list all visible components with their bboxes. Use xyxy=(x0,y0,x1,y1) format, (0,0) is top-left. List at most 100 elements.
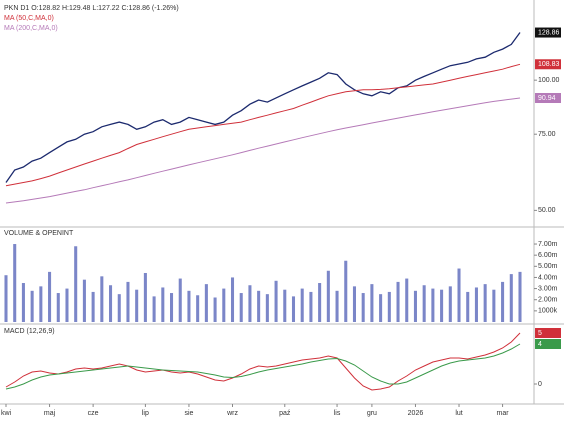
x-tick-label: 2026 xyxy=(408,410,424,417)
volume-bar xyxy=(257,290,261,322)
volume-bar xyxy=(318,283,322,322)
volume-bar xyxy=(109,285,113,322)
volume-bar xyxy=(152,296,156,322)
x-tick-label: gru xyxy=(367,410,377,417)
volume-bar xyxy=(483,284,487,322)
series-line xyxy=(5,63,521,187)
last-value-box xyxy=(535,339,561,349)
volume-bar xyxy=(283,289,287,322)
volume-bar xyxy=(474,287,478,322)
volume-bar xyxy=(466,291,470,322)
last-value-label: 128.86 xyxy=(538,29,560,36)
volume-bar xyxy=(396,281,400,322)
x-tick-label: lut xyxy=(455,410,462,417)
last-value-box xyxy=(535,93,561,104)
volume-bar xyxy=(178,278,182,322)
volume-bar xyxy=(82,279,86,322)
volume-bar xyxy=(196,295,200,322)
volume-bar xyxy=(309,291,313,322)
volume-bar xyxy=(13,244,17,322)
volume-bar xyxy=(291,296,296,322)
volume-bar xyxy=(370,284,374,322)
volume-bar xyxy=(126,281,130,322)
x-tick-label: kwi xyxy=(1,410,12,417)
last-value-label: 108.83 xyxy=(538,61,560,68)
volume-bar xyxy=(352,286,356,322)
volume-bar xyxy=(56,293,60,322)
volume-bar xyxy=(413,290,417,322)
last-value-box xyxy=(535,27,561,38)
y-tick-label: 6.00m xyxy=(538,252,558,259)
volume-bar xyxy=(91,291,95,322)
series-line xyxy=(5,32,521,183)
volume-bar xyxy=(100,276,104,322)
volume-bar xyxy=(30,290,34,322)
volume-bar xyxy=(379,294,383,322)
series-line xyxy=(5,343,521,390)
volume-bar xyxy=(274,280,278,322)
x-tick-label: lip xyxy=(142,410,149,417)
volume-bar xyxy=(501,281,505,322)
last-value-box xyxy=(535,59,561,70)
volume-bar xyxy=(4,275,8,322)
x-tick-label: mar xyxy=(497,410,510,417)
y-tick-label: 4.00m xyxy=(538,274,558,281)
volume-bar xyxy=(170,293,174,322)
volume-bar xyxy=(265,294,269,322)
y-tick-label: 7.00m xyxy=(538,241,558,248)
volume-bar xyxy=(161,287,165,322)
x-tick-label: maj xyxy=(44,410,56,417)
volume-bar xyxy=(509,274,513,322)
x-tick-label: cze xyxy=(88,410,99,417)
panel-title: MACD (12,26,9) xyxy=(4,328,55,335)
volume-bar xyxy=(492,289,496,322)
legend-entry: MA (200,C,MA,0) xyxy=(4,25,58,32)
last-value-label: 90.94 xyxy=(538,95,556,102)
volume-bar xyxy=(335,290,339,322)
volume-bar xyxy=(65,288,69,322)
volume-bar xyxy=(204,284,208,322)
y-tick-label: 5.00m xyxy=(538,263,558,270)
volume-bar xyxy=(518,271,522,322)
volume-bar xyxy=(344,260,348,322)
volume-bar xyxy=(405,278,409,322)
series-line xyxy=(5,97,521,204)
y-tick-label: 1000k xyxy=(538,308,558,315)
panel-title: VOLUME & OPENINT xyxy=(4,230,74,237)
last-value-box xyxy=(535,328,561,338)
volume-bar xyxy=(457,268,461,322)
y-tick-label: 50.00 xyxy=(538,207,556,214)
volume-bar xyxy=(422,285,426,322)
volume-bar xyxy=(431,288,435,322)
x-tick-label: wrz xyxy=(226,410,238,417)
volume-bar xyxy=(387,291,391,322)
last-value-label: 5 xyxy=(538,330,542,337)
volume-bar xyxy=(21,283,25,322)
y-tick-label: 3.00m xyxy=(538,285,558,292)
volume-bar xyxy=(326,270,330,322)
y-tick-label: 100.00 xyxy=(538,77,560,84)
y-tick-label: 0 xyxy=(538,381,542,388)
legend-entry: MA (50,C,MA,0) xyxy=(4,15,54,22)
volume-bar xyxy=(39,286,43,322)
volume-bar xyxy=(74,246,78,322)
series-line xyxy=(5,332,521,391)
volume-bar xyxy=(440,289,444,322)
volume-bar xyxy=(213,297,217,322)
volume-bar xyxy=(48,271,52,322)
volume-bar xyxy=(361,293,365,322)
x-tick-label: paź xyxy=(279,410,291,417)
volume-bar xyxy=(300,288,304,322)
volume-bar xyxy=(248,285,252,322)
chart-title: PKN D1 O:128.82 H:129.48 L:127.22 C:128.… xyxy=(4,5,179,12)
y-tick-label: 75.00 xyxy=(538,131,556,138)
volume-bar xyxy=(135,289,139,322)
x-tick-label: lis xyxy=(334,410,341,417)
volume-bar xyxy=(117,294,121,322)
volume-bar xyxy=(230,277,235,322)
volume-bar xyxy=(143,272,147,322)
volume-bar xyxy=(239,293,243,322)
volume-bar xyxy=(448,286,452,322)
volume-bar xyxy=(187,290,191,322)
